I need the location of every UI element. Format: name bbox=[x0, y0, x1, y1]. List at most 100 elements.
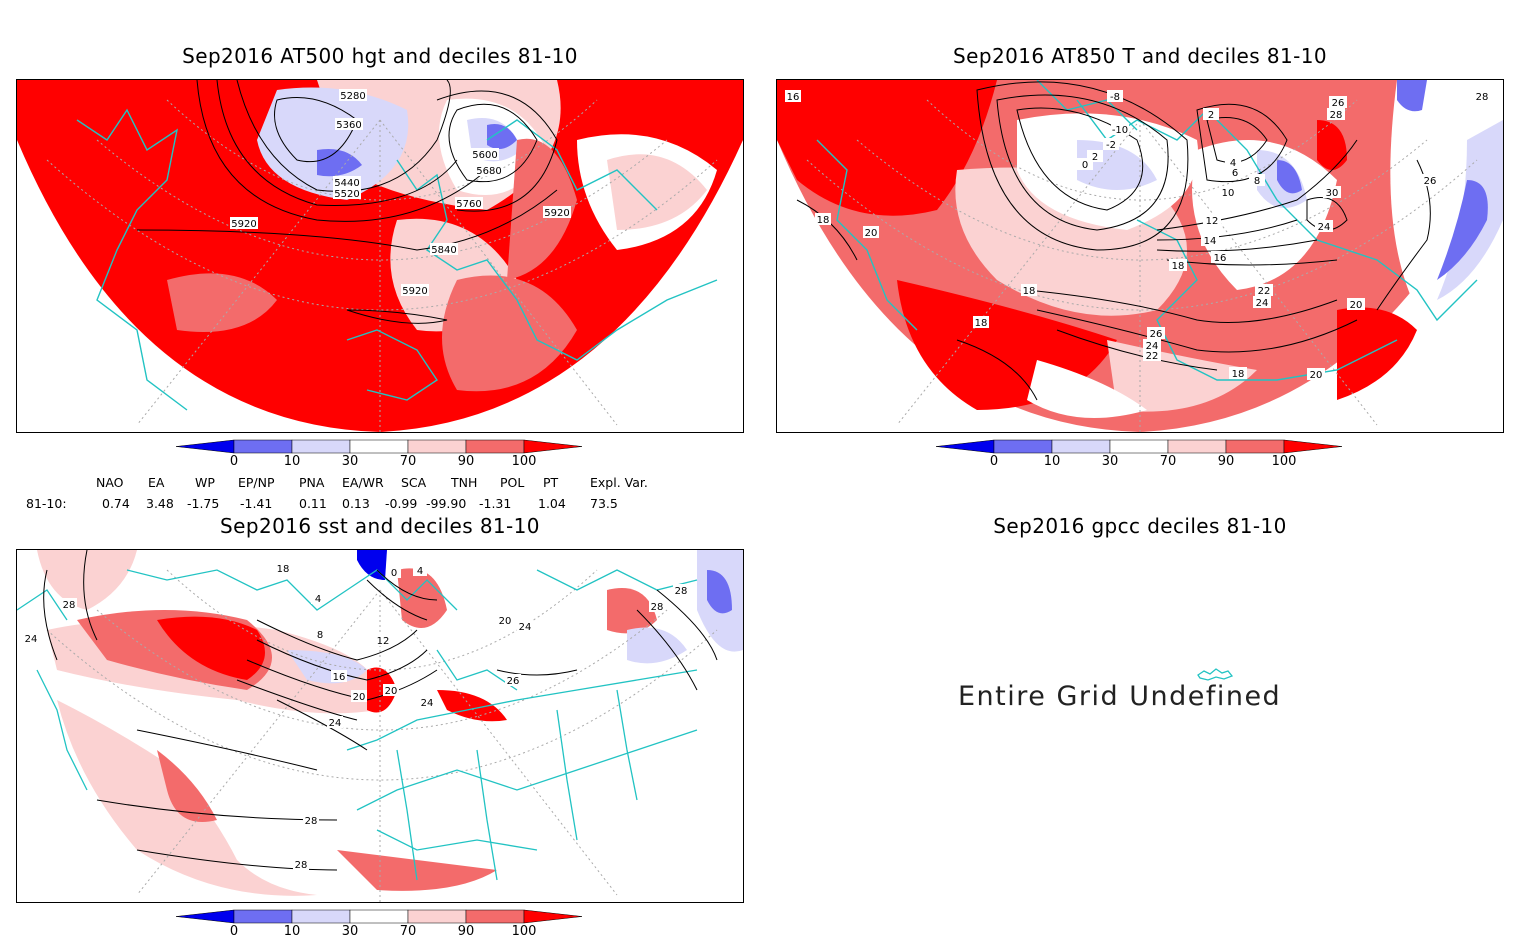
hgt-contour-label: 5360 bbox=[335, 118, 363, 131]
colorbar-tick-label: 70 bbox=[399, 454, 417, 469]
colorbar-segment bbox=[1109, 439, 1169, 454]
colorbar-segment bbox=[233, 439, 293, 454]
sst-contour-label: 0 bbox=[387, 566, 401, 579]
sst-contour-label: 8 bbox=[313, 628, 327, 641]
svg-text:5840: 5840 bbox=[431, 245, 456, 256]
colorbar-tick-label: 10 bbox=[283, 924, 301, 939]
t850-contour-label: 28 bbox=[1473, 90, 1491, 103]
colorbar-tick-label: 30 bbox=[341, 454, 359, 469]
index-value: 73.5 bbox=[590, 496, 618, 511]
svg-text:28: 28 bbox=[63, 600, 76, 611]
colorbar-segment bbox=[349, 439, 409, 454]
hgt-map-panel: 5280 5360 5440 5520 5600 5680 5760 5840 … bbox=[16, 79, 744, 433]
index-value: -0.99 bbox=[385, 496, 418, 511]
index-value: 0.13 bbox=[342, 496, 370, 511]
svg-text:28: 28 bbox=[675, 586, 688, 597]
gpcc-panel: Entire Grid Undefined bbox=[776, 549, 1504, 903]
svg-text:5520: 5520 bbox=[334, 189, 359, 200]
index-header: PNA bbox=[299, 475, 325, 490]
index-header: WP bbox=[195, 475, 215, 490]
t850-contour-label: 2 bbox=[1087, 150, 1103, 163]
sst-contour-label: 12 bbox=[375, 634, 391, 647]
colorbar-segment bbox=[349, 909, 409, 924]
svg-text:24: 24 bbox=[25, 634, 38, 645]
colorbar-triangle-low bbox=[935, 439, 995, 454]
colorbar-segment bbox=[1167, 439, 1227, 454]
indices-table: NAO EA WP EP/NP PNA EA/WR SCA TNH POL PT… bbox=[0, 475, 760, 515]
t850-contour-label: 18 bbox=[1169, 259, 1187, 272]
svg-text:26: 26 bbox=[1332, 98, 1345, 109]
colorbar-tick-label: 30 bbox=[341, 924, 359, 939]
hgt-contour-label: 5520 bbox=[333, 187, 361, 200]
sst-contour-label: 20 bbox=[383, 684, 399, 697]
svg-text:5680: 5680 bbox=[476, 166, 501, 177]
svg-text:5920: 5920 bbox=[231, 219, 256, 230]
index-value: 0.11 bbox=[299, 496, 327, 511]
index-header: TNH bbox=[451, 475, 478, 490]
svg-text:18: 18 bbox=[1172, 261, 1185, 272]
colorbar-segment bbox=[465, 909, 525, 924]
colorbar-tick-label: 0 bbox=[229, 454, 239, 469]
svg-text:10: 10 bbox=[1222, 188, 1235, 199]
svg-text:16: 16 bbox=[787, 92, 800, 103]
sst-contour-label: 24 bbox=[327, 716, 343, 729]
svg-text:28: 28 bbox=[295, 860, 308, 871]
svg-text:4: 4 bbox=[315, 594, 321, 605]
colorbar-svg bbox=[175, 439, 583, 454]
svg-text:-2: -2 bbox=[1106, 140, 1116, 151]
svg-text:2: 2 bbox=[1092, 152, 1098, 163]
t850-contour-label: 18 bbox=[1021, 284, 1037, 297]
svg-text:24: 24 bbox=[1256, 298, 1269, 309]
hgt-contour-label: 5440 bbox=[333, 176, 361, 189]
sst-map-panel: 28 24 18 4 0 4 8 12 16 20 24 28 28 20 24… bbox=[16, 549, 744, 903]
sst-contour-label: 24 bbox=[23, 632, 39, 645]
colorbar-tick-label: 10 bbox=[283, 454, 301, 469]
svg-text:18: 18 bbox=[817, 215, 830, 226]
t850-contour-label: 26 bbox=[1329, 96, 1347, 109]
t850-contour-label: 6 bbox=[1227, 166, 1243, 179]
t850-contour-label: -8 bbox=[1107, 90, 1123, 103]
colorbar-segment bbox=[233, 909, 293, 924]
colorbar-segment bbox=[993, 439, 1053, 454]
sst-contour-label: 4 bbox=[311, 592, 325, 605]
svg-text:18: 18 bbox=[1023, 286, 1036, 297]
svg-text:5760: 5760 bbox=[456, 199, 481, 210]
colorbar-triangle-high bbox=[523, 439, 583, 454]
svg-text:0: 0 bbox=[1082, 160, 1088, 171]
svg-text:20: 20 bbox=[353, 692, 366, 703]
t850-contour-label: 20 bbox=[1347, 298, 1365, 311]
colorbar-tick-label: 90 bbox=[457, 924, 475, 939]
colorbar-triangle-low bbox=[175, 909, 235, 924]
colorbar-triangle-high bbox=[1283, 439, 1343, 454]
hgt-contour-label: 5920 bbox=[230, 217, 258, 230]
t850-colorbar: 0 10 30 70 90 100 bbox=[935, 438, 1346, 472]
hgt-contour-label: 5680 bbox=[475, 164, 503, 177]
index-header: Expl. Var. bbox=[590, 475, 648, 490]
svg-text:-8: -8 bbox=[1110, 92, 1120, 103]
t850-contour-label: 16 bbox=[1211, 251, 1229, 264]
colorbar-triangle-high bbox=[523, 909, 583, 924]
svg-text:12: 12 bbox=[1206, 216, 1219, 227]
t850-contour-label: 18 bbox=[973, 316, 989, 329]
index-value: 0.74 bbox=[102, 496, 130, 511]
svg-text:20: 20 bbox=[1350, 300, 1363, 311]
t850-contour-label: -2 bbox=[1103, 138, 1119, 151]
svg-text:5360: 5360 bbox=[336, 120, 361, 131]
colorbar-tick-label: 70 bbox=[1159, 454, 1177, 469]
t850-contour-label: 22 bbox=[1255, 284, 1273, 297]
colorbar-tick-label: 100 bbox=[1271, 454, 1297, 469]
sst-contour-label: 20 bbox=[497, 614, 513, 627]
t850-contour-label: 26 bbox=[1421, 174, 1439, 187]
hgt-contour-label: 5280 bbox=[339, 89, 367, 102]
svg-text:26: 26 bbox=[1424, 176, 1437, 187]
svg-text:5440: 5440 bbox=[334, 178, 359, 189]
hgt-colorbar: 0 10 30 70 90 100 bbox=[175, 438, 586, 472]
svg-text:20: 20 bbox=[499, 616, 512, 627]
t850-contour-label: 28 bbox=[1327, 108, 1345, 121]
svg-text:5920: 5920 bbox=[402, 286, 427, 297]
t850-map-panel: 16 18 20 18 18 -8 -10 -2 0 2 2 4 6 8 10 … bbox=[776, 79, 1504, 433]
svg-text:6: 6 bbox=[1232, 168, 1238, 179]
colorbar-tick-label: 100 bbox=[511, 454, 537, 469]
svg-text:28: 28 bbox=[305, 816, 318, 827]
colorbar-segment bbox=[291, 909, 351, 924]
